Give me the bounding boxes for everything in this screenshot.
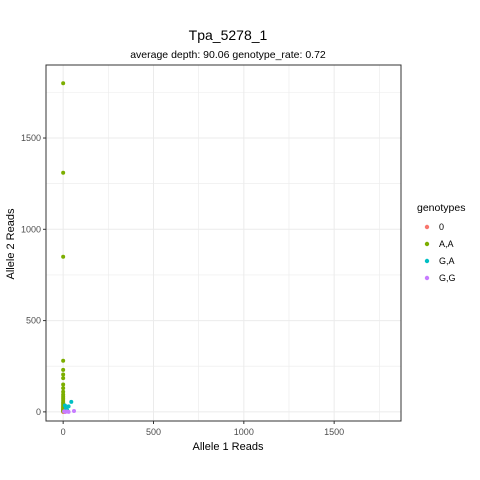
legend-label: G,G: [439, 273, 456, 283]
panel-background: [46, 65, 401, 421]
x-axis-ticks: 0 500 1000 1500: [61, 421, 344, 437]
data-point: [61, 386, 66, 391]
x-tick-label: 1500: [324, 427, 344, 437]
data-point: [61, 389, 66, 394]
legend-key: [424, 275, 430, 281]
plot-panel: [45, 64, 402, 422]
series-G-G: [62, 408, 77, 414]
data-point: [61, 81, 66, 86]
x-tick-label: 0: [61, 427, 66, 437]
data-point: [66, 409, 71, 414]
x-axis-label: Allele 1 Reads: [193, 441, 264, 453]
x-tick-label: 1000: [234, 427, 254, 437]
chart-title: Tpa_5278_1: [189, 27, 268, 43]
y-tick-label: 1000: [21, 224, 41, 234]
y-tick-label: 0: [36, 407, 41, 417]
panel-border: [45, 64, 402, 422]
data-point: [61, 367, 66, 372]
data-point: [61, 382, 66, 387]
data-point: [62, 403, 67, 408]
data-point: [72, 408, 77, 413]
y-axis-ticks: 0 500 1000 1500: [21, 133, 46, 417]
legend-title: genotypes: [417, 202, 465, 214]
data-point: [61, 372, 66, 377]
data-point: [69, 399, 74, 404]
legend-entries: 0 A,A G,A G,G: [424, 222, 456, 283]
data-point: [61, 170, 66, 175]
legend-label: A,A: [439, 239, 454, 249]
data-point: [62, 409, 67, 414]
legend: genotypes 0 A,A G,A G,G: [417, 202, 465, 283]
y-axis-label: Allele 2 Reads: [5, 208, 17, 279]
legend-key: [424, 224, 430, 230]
data-point: [61, 254, 66, 259]
gridlines: [46, 65, 401, 421]
chart-subtitle: average depth: 90.06 genotype_rate: 0.72: [130, 49, 326, 61]
legend-label: 0: [439, 222, 444, 232]
data-point: [61, 376, 66, 381]
legend-label: G,A: [439, 256, 455, 266]
data-points: [61, 81, 77, 414]
y-tick-label: 500: [26, 316, 41, 326]
x-tick-label: 500: [146, 427, 161, 437]
legend-key: [424, 241, 430, 247]
data-point: [61, 358, 66, 363]
legend-key: [424, 258, 430, 264]
y-tick-label: 1500: [21, 133, 41, 143]
